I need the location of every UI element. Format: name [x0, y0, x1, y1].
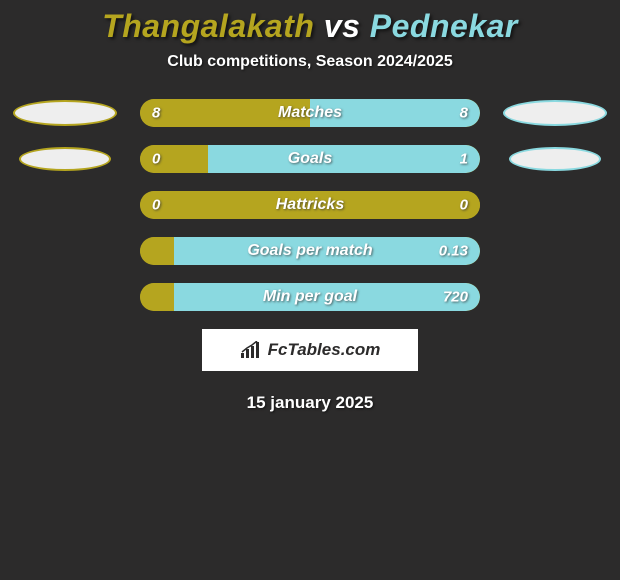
stats-rows: 88Matches 01Goals 00Hattricks 0.13Goals per…: [0, 99, 620, 311]
left-ellipse: [19, 147, 111, 171]
stat-row: 01Goals: [0, 145, 620, 173]
stat-label: Goals: [140, 150, 480, 168]
right-ellipse: [509, 147, 601, 171]
stat-label: Min per goal: [140, 288, 480, 306]
stat-row: 0.13Goals per match: [0, 237, 620, 265]
brand-text: FcTables.com: [268, 340, 381, 360]
title-player1: Thangalakath: [102, 8, 314, 44]
stat-bar: 720Min per goal: [140, 283, 480, 311]
stat-bar: 00Hattricks: [140, 191, 480, 219]
stat-label: Hattricks: [140, 196, 480, 214]
title-vs: vs: [324, 8, 361, 44]
title-player2: Pednekar: [370, 8, 518, 44]
stat-bar: 0.13Goals per match: [140, 237, 480, 265]
chart-icon: [240, 341, 262, 359]
stat-bar: 01Goals: [140, 145, 480, 173]
comparison-title: Thangalakath vs Pednekar: [0, 0, 620, 45]
stat-label: Matches: [140, 104, 480, 122]
stat-row: 00Hattricks: [0, 191, 620, 219]
stat-label: Goals per match: [140, 242, 480, 260]
stat-row: 88Matches: [0, 99, 620, 127]
stat-row: 720Min per goal: [0, 283, 620, 311]
brand-badge: FcTables.com: [202, 329, 418, 371]
right-ellipse: [503, 100, 607, 126]
subtitle: Club competitions, Season 2024/2025: [0, 53, 620, 71]
stat-bar: 88Matches: [140, 99, 480, 127]
left-ellipse: [13, 100, 117, 126]
date-label: 15 january 2025: [0, 393, 620, 413]
